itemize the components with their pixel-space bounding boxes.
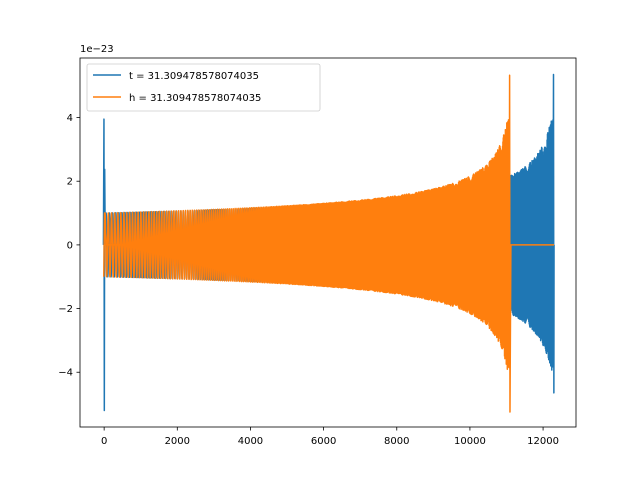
x-tick-label: 2000 <box>165 436 190 447</box>
y-tick-label: −2 <box>58 304 73 315</box>
legend-box <box>86 63 321 112</box>
x-tick-label: 12000 <box>527 436 559 447</box>
x-tick-label: 8000 <box>384 436 409 447</box>
x-tick-label: 6000 <box>311 436 336 447</box>
x-tick-label: 4000 <box>238 436 263 447</box>
y-axis: −4 −2 0 2 4 <box>58 113 80 379</box>
axes-frame <box>79 57 577 428</box>
x-axis: 0 2000 4000 6000 8000 10000 12000 <box>101 427 559 447</box>
plot-area <box>102 73 555 413</box>
y-offset-label: 1e−23 <box>80 44 114 55</box>
series-h <box>103 74 555 413</box>
y-tick-label: 2 <box>67 177 73 188</box>
series-line-h <box>103 74 555 413</box>
legend-label-t: t = 31.309478578074035 <box>129 71 259 82</box>
y-tick-label: 4 <box>67 113 73 124</box>
y-tick-label: 0 <box>67 240 73 251</box>
x-tick-label: 10000 <box>454 436 486 447</box>
y-tick-label: −4 <box>58 368 73 379</box>
x-tick-label: 0 <box>101 436 107 447</box>
legend: t = 31.309478578074035 h = 31.3094785780… <box>86 63 321 112</box>
legend-label-h: h = 31.309478578074035 <box>129 93 261 104</box>
